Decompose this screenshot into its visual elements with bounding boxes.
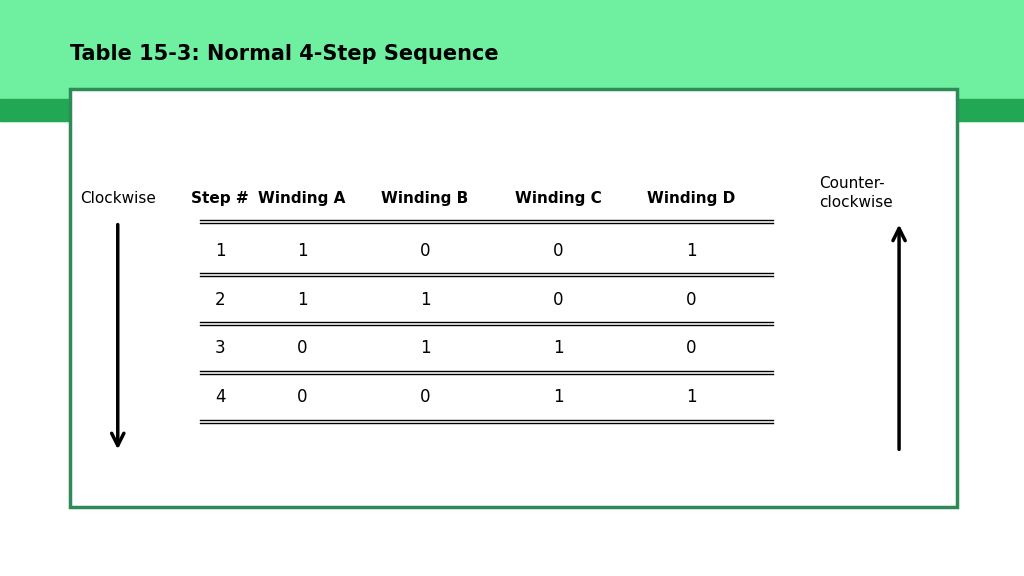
Text: Winding A: Winding A (258, 191, 346, 206)
Text: Winding C: Winding C (515, 191, 601, 206)
Text: 0: 0 (686, 290, 696, 309)
Text: 1: 1 (297, 241, 307, 260)
Text: 0: 0 (420, 388, 430, 407)
Text: 2: 2 (215, 290, 225, 309)
Text: 0: 0 (553, 290, 563, 309)
Text: 1: 1 (215, 241, 225, 260)
Text: 0: 0 (686, 339, 696, 358)
Text: 0: 0 (420, 241, 430, 260)
Text: 1: 1 (297, 290, 307, 309)
Text: 4: 4 (215, 388, 225, 407)
Text: 1: 1 (686, 241, 696, 260)
Text: Clockwise: Clockwise (80, 191, 156, 206)
Text: 1: 1 (553, 339, 563, 358)
Text: Step #: Step # (191, 191, 249, 206)
Text: 1: 1 (420, 290, 430, 309)
Text: 3: 3 (215, 339, 225, 358)
Text: Winding D: Winding D (647, 191, 735, 206)
Text: 0: 0 (553, 241, 563, 260)
Text: 0: 0 (297, 339, 307, 358)
Text: Counter-
clockwise: Counter- clockwise (819, 176, 893, 210)
Text: Table 15-3: Normal 4-Step Sequence: Table 15-3: Normal 4-Step Sequence (70, 44, 499, 65)
Text: 0: 0 (297, 388, 307, 407)
Text: 1: 1 (553, 388, 563, 407)
Text: 1: 1 (686, 388, 696, 407)
Text: 1: 1 (420, 339, 430, 358)
Text: Winding B: Winding B (381, 191, 469, 206)
